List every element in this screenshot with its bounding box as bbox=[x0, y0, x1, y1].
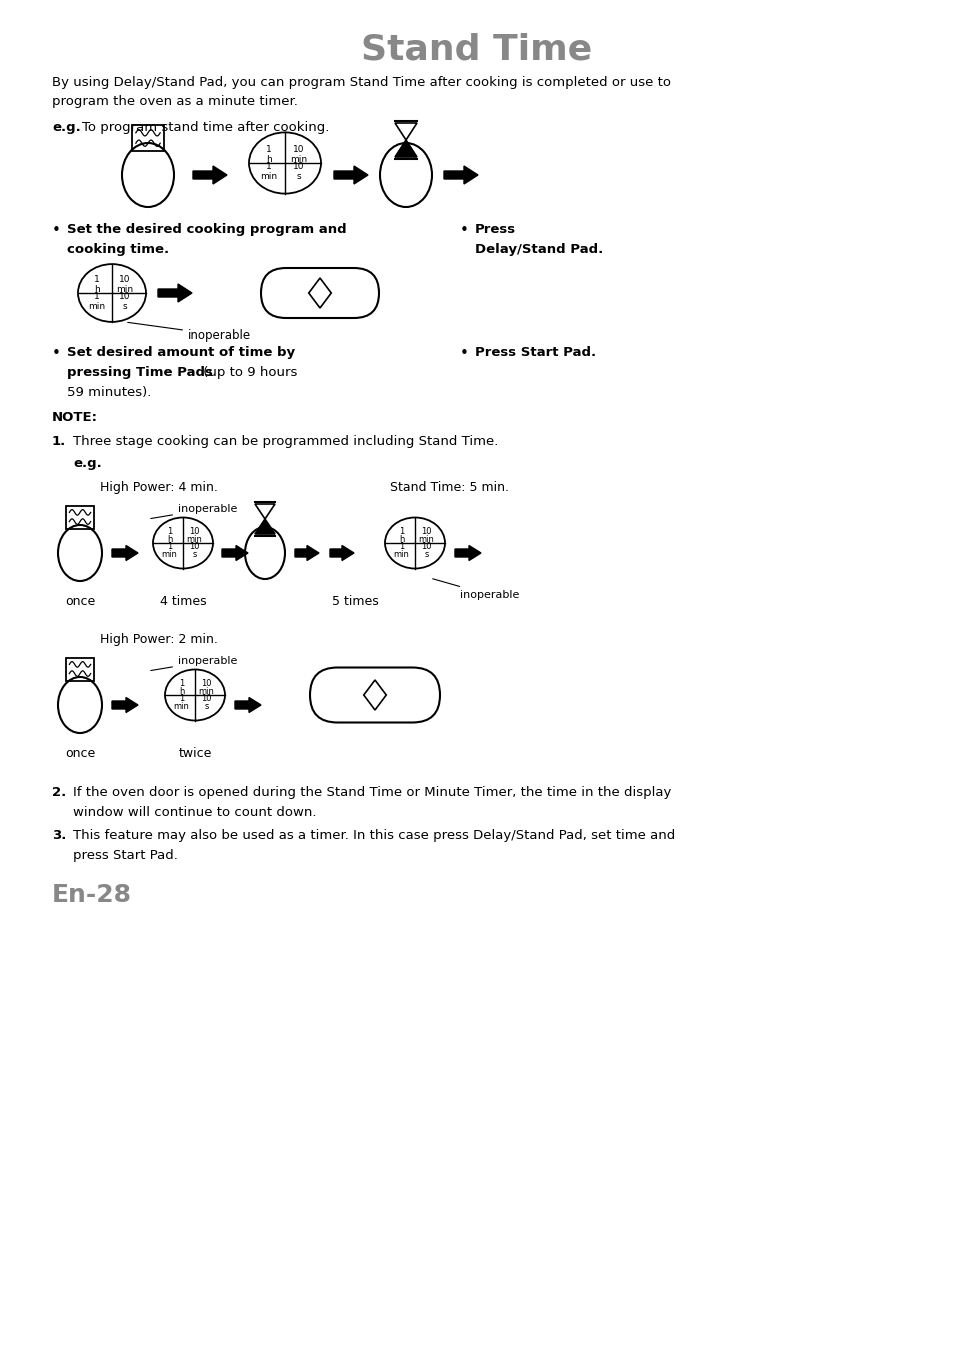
Text: 1.: 1. bbox=[52, 435, 66, 449]
Text: inoperable: inoperable bbox=[128, 323, 251, 342]
Text: e.g.: e.g. bbox=[73, 457, 102, 470]
Text: pressing Time Pads: pressing Time Pads bbox=[67, 366, 213, 380]
Text: once: once bbox=[65, 747, 95, 761]
Text: Press
Delay/Stand Pad.: Press Delay/Stand Pad. bbox=[475, 223, 602, 255]
Text: inoperable: inoperable bbox=[151, 504, 237, 519]
Text: s: s bbox=[192, 550, 196, 559]
FancyArrow shape bbox=[234, 697, 261, 712]
Text: •: • bbox=[52, 346, 61, 361]
Text: NOTE:: NOTE: bbox=[52, 411, 98, 424]
Text: 10: 10 bbox=[119, 292, 131, 301]
Text: min: min bbox=[198, 688, 214, 696]
Text: min: min bbox=[116, 285, 133, 295]
Text: h: h bbox=[167, 535, 172, 544]
Text: 10: 10 bbox=[189, 542, 199, 551]
Text: e.g.: e.g. bbox=[52, 122, 81, 134]
Text: •: • bbox=[459, 346, 468, 361]
Text: 1: 1 bbox=[398, 527, 404, 536]
Text: To program stand time after cooking.: To program stand time after cooking. bbox=[82, 122, 329, 134]
Text: s: s bbox=[204, 703, 209, 711]
Text: High Power: 4 min.: High Power: 4 min. bbox=[100, 481, 217, 494]
Text: 2.: 2. bbox=[52, 786, 66, 798]
Text: (up to 9 hours: (up to 9 hours bbox=[199, 366, 297, 380]
Text: 4 times: 4 times bbox=[159, 594, 206, 608]
Text: En-28: En-28 bbox=[52, 884, 132, 907]
Text: min: min bbox=[418, 535, 434, 544]
Text: twice: twice bbox=[178, 747, 212, 761]
FancyArrow shape bbox=[334, 166, 368, 184]
Text: By using Delay/Stand Pad, you can program Stand Time after cooking is completed : By using Delay/Stand Pad, you can progra… bbox=[52, 76, 670, 108]
Text: inoperable: inoperable bbox=[433, 578, 518, 600]
Text: s: s bbox=[123, 301, 127, 311]
Text: •: • bbox=[459, 223, 468, 238]
Text: High Power: 2 min.: High Power: 2 min. bbox=[100, 634, 217, 646]
FancyArrow shape bbox=[193, 166, 227, 184]
Text: once: once bbox=[65, 594, 95, 608]
Text: min: min bbox=[161, 550, 177, 559]
Text: 1: 1 bbox=[93, 292, 99, 301]
Text: 10: 10 bbox=[119, 276, 131, 285]
Polygon shape bbox=[395, 141, 416, 157]
Text: Stand Time: Stand Time bbox=[361, 32, 592, 68]
Text: 59 minutes).: 59 minutes). bbox=[67, 386, 152, 399]
FancyArrow shape bbox=[330, 546, 354, 561]
Text: h: h bbox=[178, 688, 184, 696]
Text: 1: 1 bbox=[178, 693, 184, 703]
Text: If the oven door is opened during the Stand Time or Minute Timer, the time in th: If the oven door is opened during the St… bbox=[73, 786, 671, 819]
Text: This feature may also be used as a timer. In this case press Delay/Stand Pad, se: This feature may also be used as a timer… bbox=[73, 830, 675, 862]
Text: min: min bbox=[88, 301, 105, 311]
Text: min: min bbox=[173, 703, 190, 711]
Text: 1: 1 bbox=[266, 145, 272, 154]
Text: 1: 1 bbox=[398, 542, 404, 551]
Text: min: min bbox=[290, 155, 307, 163]
Text: 10: 10 bbox=[420, 527, 431, 536]
Text: min: min bbox=[186, 535, 202, 544]
Text: s: s bbox=[296, 173, 301, 181]
Text: 1: 1 bbox=[93, 276, 99, 285]
FancyArrow shape bbox=[443, 166, 477, 184]
FancyArrow shape bbox=[112, 546, 138, 561]
Text: 5 times: 5 times bbox=[332, 594, 378, 608]
Text: Press Start Pad.: Press Start Pad. bbox=[475, 346, 596, 359]
Text: 10: 10 bbox=[293, 145, 304, 154]
Text: Three stage cooking can be programmed including Stand Time.: Three stage cooking can be programmed in… bbox=[73, 435, 497, 449]
Text: 10: 10 bbox=[189, 527, 199, 536]
Text: 1: 1 bbox=[178, 680, 184, 688]
Polygon shape bbox=[254, 519, 274, 534]
Text: inoperable: inoperable bbox=[151, 657, 237, 670]
Text: 10: 10 bbox=[201, 693, 212, 703]
FancyArrow shape bbox=[158, 284, 192, 303]
Text: 3.: 3. bbox=[52, 830, 67, 842]
FancyArrow shape bbox=[222, 546, 248, 561]
Text: 1: 1 bbox=[167, 542, 172, 551]
Text: min: min bbox=[260, 173, 277, 181]
Text: 1: 1 bbox=[167, 527, 172, 536]
Text: 1: 1 bbox=[266, 162, 272, 172]
Text: h: h bbox=[266, 155, 272, 163]
Text: s: s bbox=[424, 550, 428, 559]
Text: Set desired amount of time by: Set desired amount of time by bbox=[67, 346, 294, 359]
Text: Set the desired cooking program and
cooking time.: Set the desired cooking program and cook… bbox=[67, 223, 346, 255]
Text: h: h bbox=[398, 535, 404, 544]
Text: h: h bbox=[93, 285, 99, 295]
FancyArrow shape bbox=[112, 697, 138, 712]
Text: 10: 10 bbox=[201, 680, 212, 688]
Text: Stand Time: 5 min.: Stand Time: 5 min. bbox=[390, 481, 509, 494]
FancyArrow shape bbox=[455, 546, 480, 561]
FancyArrow shape bbox=[294, 546, 318, 561]
Text: 10: 10 bbox=[420, 542, 431, 551]
Text: •: • bbox=[52, 223, 61, 238]
Text: min: min bbox=[394, 550, 409, 559]
Text: 10: 10 bbox=[293, 162, 304, 172]
